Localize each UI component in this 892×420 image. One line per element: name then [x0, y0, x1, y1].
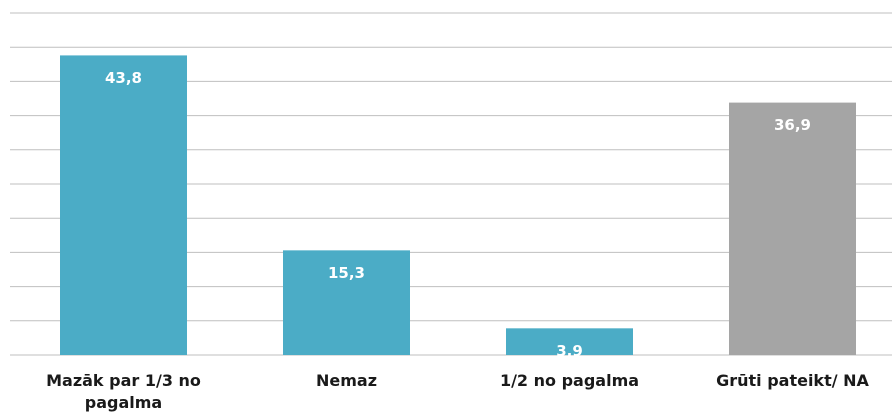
value-label: 3,9: [556, 342, 583, 360]
bar: [60, 55, 187, 356]
bar: [283, 250, 410, 355]
bar: [729, 102, 856, 355]
x-tick-label: Nemaz: [315, 371, 378, 390]
bar: [506, 328, 633, 355]
value-label: 43,8: [105, 69, 142, 87]
x-tick-label: Mazāk par 1/3 no pagalma: [46, 371, 201, 412]
x-tick-label: Grūti pateikt/ NA: [716, 371, 869, 390]
value-label: 36,9: [774, 116, 811, 134]
x-tick-label: 1/2 no pagalma: [499, 371, 640, 390]
value-label: 15,3: [328, 264, 365, 282]
